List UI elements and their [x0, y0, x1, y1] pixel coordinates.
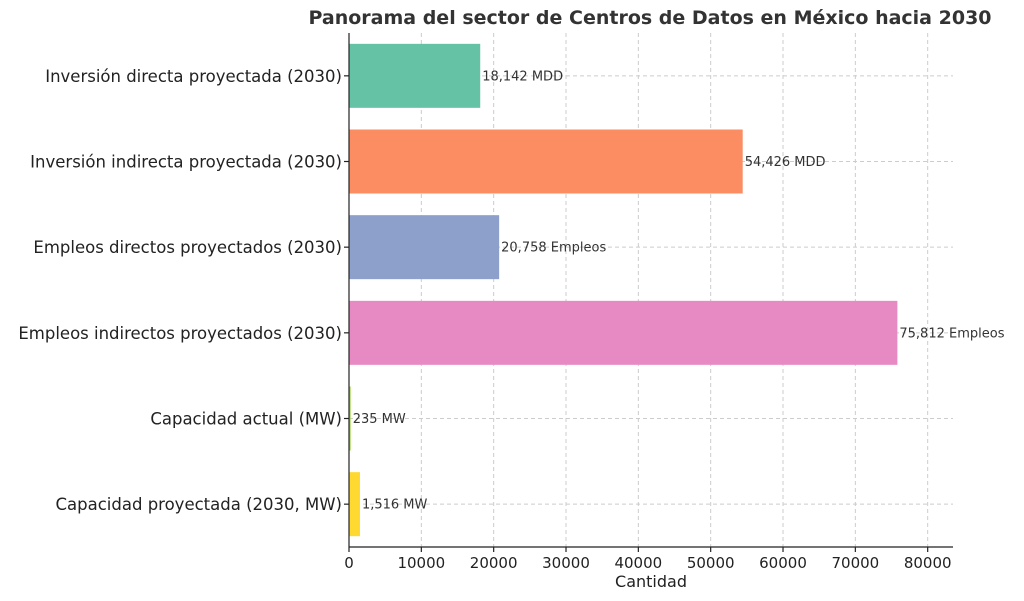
- category-labels: Inversión directa proyectada (2030) Inver…: [18, 67, 349, 514]
- x-axis-title: Cantidad: [615, 572, 687, 591]
- category-label: Capacidad proyectada (2030, MW): [56, 495, 342, 514]
- bars: [349, 43, 898, 537]
- category-label: Inversión directa proyectada (2030): [45, 67, 342, 86]
- category-label: Empleos directos proyectados (2030): [33, 238, 342, 257]
- data-label: 235 MW: [353, 412, 406, 427]
- data-labels: 18,142 MDD 54,426 MDD 20,758 Empleos 75,812…: [353, 69, 1005, 512]
- x-tick-label: 50000: [687, 554, 735, 572]
- bar: [349, 472, 360, 537]
- x-tick-label: 60000: [759, 554, 807, 572]
- x-tick-label: 40000: [614, 554, 662, 572]
- x-axis-ticks: 0 10000 20000 30000 40000 50000 60000 70000 8000…: [344, 547, 952, 572]
- chart-title: Panorama del sector de Centros de Datos …: [308, 7, 991, 29]
- bar: [349, 129, 743, 194]
- x-tick-label: 70000: [831, 554, 879, 572]
- data-label: 20,758 Empleos: [501, 241, 606, 256]
- x-tick-label: 10000: [397, 554, 445, 572]
- bar: [349, 300, 898, 365]
- x-tick-label: 20000: [470, 554, 518, 572]
- x-tick-label: 80000: [904, 554, 952, 572]
- data-label: 75,812 Empleos: [899, 326, 1004, 341]
- bar: [349, 43, 481, 108]
- data-label: 18,142 MDD: [482, 69, 563, 84]
- category-label: Empleos indirectos proyectados (2030): [18, 324, 342, 343]
- data-label: 1,516 MW: [362, 498, 428, 513]
- data-label: 54,426 MDD: [745, 155, 826, 170]
- x-tick-label: 30000: [542, 554, 590, 572]
- grid-lines: [348, 33, 953, 547]
- category-label: Capacidad actual (MW): [150, 410, 342, 429]
- bar: [349, 215, 500, 280]
- category-label: Inversión indirecta proyectada (2030): [30, 153, 342, 172]
- bar: [349, 386, 351, 451]
- x-tick-label: 0: [344, 554, 354, 572]
